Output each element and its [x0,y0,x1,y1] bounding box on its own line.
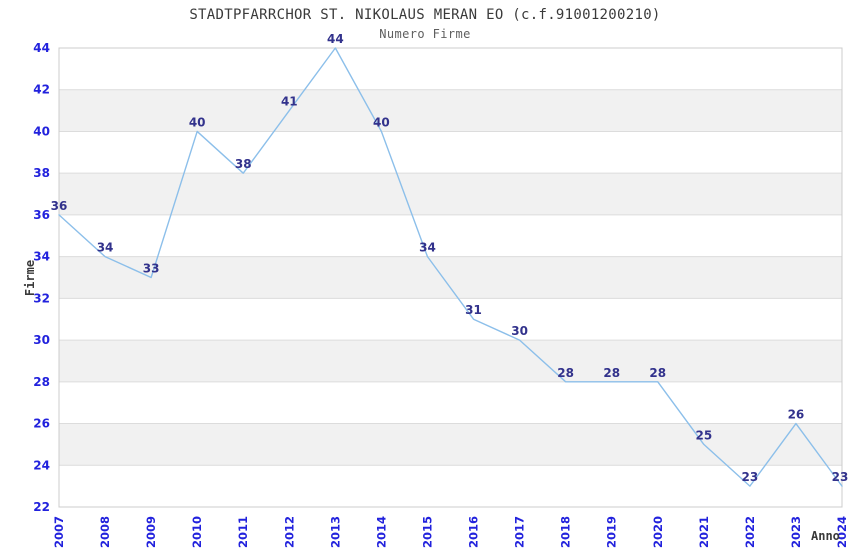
data-line [58,47,843,487]
data-point-label: 28 [557,366,574,380]
data-point-label: 26 [788,408,805,422]
x-tick-label: 2022 [743,516,757,548]
data-point-label: 25 [695,428,712,442]
x-tick-label: 2014 [374,516,388,548]
x-tick-label: 2010 [190,516,204,548]
x-tick-label: 2015 [420,516,434,548]
x-tick-label: 2021 [697,516,711,548]
data-point-label: 28 [649,366,666,380]
y-tick-label: 44 [33,41,50,55]
plot-band [59,173,842,215]
y-tick-label: 28 [33,375,50,389]
data-point-label: 34 [419,241,436,255]
plot-band [59,298,842,341]
data-point-label: 30 [511,324,528,338]
x-tick-label: 2018 [559,516,573,548]
data-point-label: 40 [189,115,206,129]
x-tick-label: 2011 [236,516,250,548]
plot-band [59,465,842,507]
data-point-label: 40 [373,115,390,129]
data-point-label: 44 [327,32,344,46]
plot-band [59,48,842,90]
data-point-label: 41 [281,95,298,109]
data-point-label: 33 [143,262,160,276]
y-tick-label: 26 [33,417,50,431]
y-tick-label: 42 [33,83,50,97]
x-tick-label: 2013 [328,516,342,548]
x-tick-label: 2017 [513,516,527,548]
plot-band [59,340,842,382]
x-tick-label: 2023 [789,516,803,548]
chart-title: STADTPFARRCHOR ST. NIKOLAUS MERAN EO (c.… [189,7,661,23]
plot-band [59,381,842,424]
x-tick-label: 2012 [282,516,296,548]
x-tick-label: 2016 [467,516,481,548]
plot-band [59,89,842,132]
x-tick-label: 2007 [52,516,66,548]
x-tick-label: 2019 [605,516,619,548]
x-tick-label: 2020 [651,516,665,548]
x-tick-label: 2024 [835,516,849,548]
y-tick-label: 24 [33,458,50,472]
data-point-label: 28 [603,366,620,380]
data-point-label: 23 [832,470,849,484]
data-point-label: 23 [742,470,759,484]
data-point-label: 38 [235,157,252,171]
y-tick-label: 40 [33,124,50,138]
plot-band [59,131,842,174]
plot-band [59,214,842,257]
x-tick-label: 2009 [144,516,158,548]
y-tick-label: 38 [33,166,50,180]
y-tick-label: 30 [33,333,50,347]
y-tick-label: 36 [33,208,50,222]
data-point-label: 36 [51,199,68,213]
plot-band [59,256,842,299]
y-tick-label: 22 [33,500,50,514]
chart-subtitle: Numero Firme [379,27,471,41]
plot-border [58,47,843,508]
data-point-label: 31 [465,303,482,317]
x-tick-label: 2008 [98,516,112,548]
y-tick-label: 32 [33,291,50,305]
data-point-label: 34 [97,241,114,255]
x-axis-title: Anno [811,529,840,543]
y-tick-label: 34 [33,250,50,264]
plot-band [59,423,842,466]
